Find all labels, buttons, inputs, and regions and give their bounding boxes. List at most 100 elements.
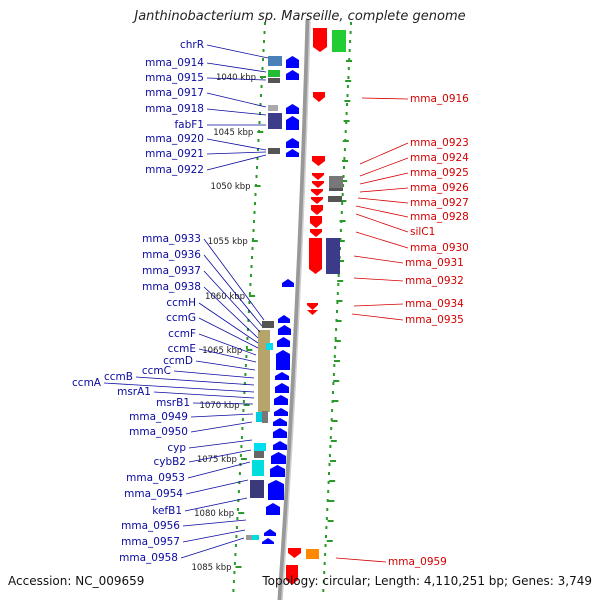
ring-dash xyxy=(342,160,348,162)
ring-dot xyxy=(257,148,259,151)
ring-dash xyxy=(338,260,344,262)
ring-dash xyxy=(327,520,334,522)
ring-dot xyxy=(333,355,336,358)
gene-label-reverse: mma_0935 xyxy=(405,314,464,326)
ring-dot xyxy=(240,436,243,439)
ring-dot xyxy=(328,463,331,466)
gene-label-reverse: mma_0924 xyxy=(410,152,469,164)
leader-line xyxy=(353,303,404,307)
gene-label-reverse: mma_0931 xyxy=(405,257,464,269)
ring-dot xyxy=(251,256,253,259)
leader-line xyxy=(359,187,409,193)
ring-dot xyxy=(242,400,245,403)
forward-gene-arrow xyxy=(273,418,287,426)
ring-dot xyxy=(328,472,330,475)
ring-dot xyxy=(344,130,347,133)
forward-gene-arrow xyxy=(277,337,290,347)
leader-line xyxy=(203,238,265,321)
gene-label-forward: ccmB xyxy=(104,371,133,383)
gene-label-reverse: mma_0932 xyxy=(405,275,464,287)
ring-dot xyxy=(234,553,237,556)
gene-label-forward: mma_0936 xyxy=(142,249,201,261)
forward-gene-arrow xyxy=(278,315,290,323)
ring-dot xyxy=(238,472,241,475)
ring-dot xyxy=(347,76,350,79)
leader-line xyxy=(195,360,256,371)
ring-dot xyxy=(239,454,242,457)
ring-dot xyxy=(253,220,255,223)
ring-dash xyxy=(344,100,351,102)
forward-gene-arrow xyxy=(275,383,289,393)
reverse-gene-arrow xyxy=(312,173,324,180)
gene-label-reverse: mma_0926 xyxy=(410,182,469,194)
gene-label-forward: ccmD xyxy=(163,355,193,367)
gene-label-forward: mma_0917 xyxy=(145,87,204,99)
topology-summary-text: Topology: circular; Length: 4,110,251 bp… xyxy=(262,574,592,588)
gene-label-forward: mma_0918 xyxy=(145,103,204,115)
reverse-gene-arrow xyxy=(313,28,327,52)
inner-ring-block xyxy=(266,343,273,350)
ring-dot xyxy=(339,238,342,241)
leader-line xyxy=(187,461,251,479)
leader-line xyxy=(184,497,248,512)
gene-label-forward: chrR xyxy=(180,39,204,51)
accession-text: Accession: NC_009659 xyxy=(8,574,145,588)
ring-dash xyxy=(338,240,345,242)
ring-dot xyxy=(244,373,247,376)
ring-dot xyxy=(326,508,329,511)
kbp-tick xyxy=(235,566,242,568)
kbp-tick xyxy=(251,240,258,242)
gene-label-forward: mma_0956 xyxy=(121,520,180,532)
gene-label-forward: mma_0915 xyxy=(145,72,204,84)
ring-dot xyxy=(343,166,345,169)
ring-dot xyxy=(349,31,352,34)
reverse-gene-arrow xyxy=(312,156,325,166)
outer-ring-block xyxy=(329,188,343,191)
inner-ring-block xyxy=(268,148,280,154)
ring-dash xyxy=(336,300,343,302)
forward-gene-arrow xyxy=(270,465,285,477)
ring-dot xyxy=(322,589,325,592)
gene-label-forward: ccmF xyxy=(168,328,196,340)
ring-dash xyxy=(326,540,333,542)
ring-dot xyxy=(342,184,345,187)
kbp-tick xyxy=(249,295,256,297)
ring-dot xyxy=(333,364,336,367)
leader-line xyxy=(361,97,409,100)
ring-dot xyxy=(262,58,264,61)
ring-dot xyxy=(246,328,249,331)
ring-dot xyxy=(348,49,351,52)
forward-gene-arrow xyxy=(268,480,284,500)
forward-gene-arrow xyxy=(262,538,274,544)
ring-dot xyxy=(331,409,334,412)
ring-dot xyxy=(327,490,330,493)
reverse-gene-arrow xyxy=(312,181,324,188)
outer-ring-block xyxy=(306,549,319,559)
leader-line xyxy=(188,449,252,463)
leader-line xyxy=(182,529,246,543)
ring-dot xyxy=(244,364,247,367)
ring-dash xyxy=(334,340,341,342)
reverse-gene-arrow xyxy=(310,229,322,237)
inner-ring-block xyxy=(268,70,280,77)
reverse-gene-arrow xyxy=(307,303,318,310)
gene-label-reverse: mma_0927 xyxy=(410,197,469,209)
ring-dot xyxy=(264,22,266,25)
gene-label-forward: mma_0958 xyxy=(119,552,178,564)
kbp-label: 1070 kbp xyxy=(200,401,240,411)
inner-ring-block xyxy=(254,443,266,451)
ring-dots-layer xyxy=(232,22,352,592)
inner-ring-block xyxy=(268,56,282,66)
inner-ring-block xyxy=(252,535,259,540)
gene-label-forward: ccmG xyxy=(166,312,196,324)
kbp-label: 1055 kbp xyxy=(208,237,248,247)
ring-dot xyxy=(335,328,338,331)
forward-gene-arrow xyxy=(274,395,288,405)
gene-label-forward: cyp xyxy=(167,442,186,454)
outer-ring-block xyxy=(329,176,343,188)
leader-line xyxy=(188,439,253,449)
ring-dot xyxy=(254,193,257,196)
leader-line xyxy=(351,313,404,321)
